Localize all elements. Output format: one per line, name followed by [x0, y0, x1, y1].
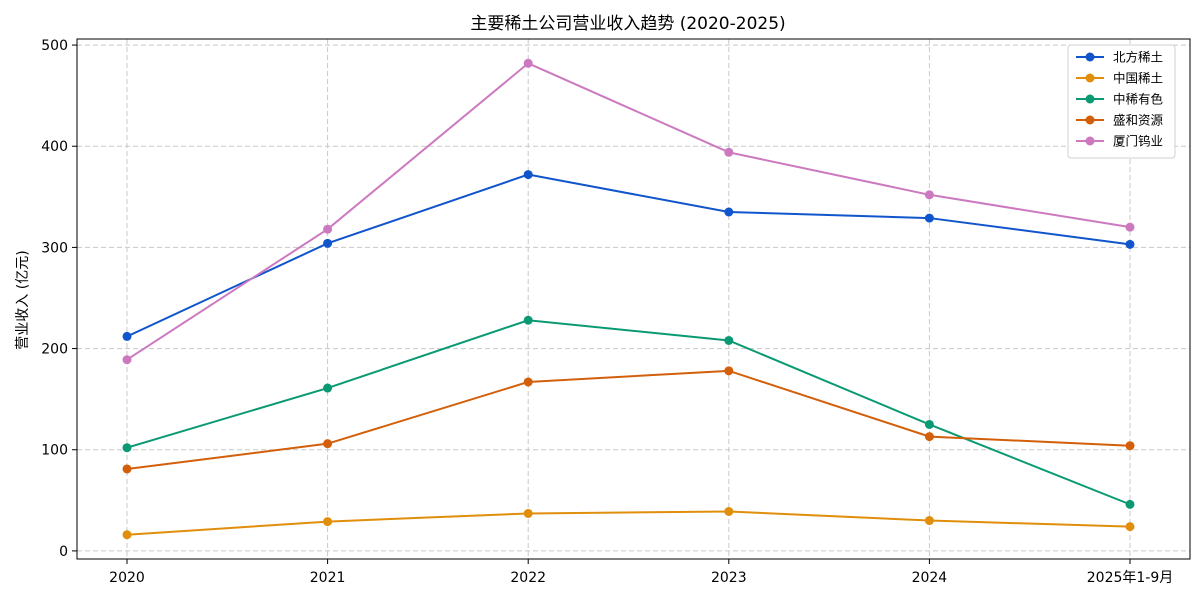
legend-label: 北方稀土 [1113, 50, 1163, 65]
plot-frame [76, 38, 1191, 560]
y-tick-label: 400 [41, 139, 68, 155]
legend-label: 中国稀土 [1113, 71, 1163, 86]
x-tick-label: 2022 [510, 570, 546, 586]
legend-item: 中稀有色 [1076, 92, 1164, 107]
series-group [122, 315, 1135, 509]
data-point [924, 190, 934, 200]
data-point [323, 383, 333, 393]
data-point [323, 224, 333, 234]
series-group [122, 170, 1135, 341]
data-point [1125, 522, 1135, 532]
y-tick-label: 300 [41, 240, 68, 256]
legend-swatch-marker [1085, 115, 1095, 125]
series-group [122, 506, 1135, 540]
y-tick-label: 0 [59, 544, 68, 560]
data-point [1125, 222, 1135, 232]
legend-item: 厦门钨业 [1076, 134, 1163, 149]
data-point [122, 331, 132, 341]
series-line [126, 510, 1131, 536]
axes-layer: 2020 2021 2022 2023 2024 2025年1-9月 0 100 200 300 4… [41, 38, 1191, 586]
data-point [523, 508, 533, 518]
x-tick-label: 2020 [109, 570, 145, 586]
x-tick-label: 2025年1-9月 [1087, 570, 1174, 586]
data-point [323, 517, 333, 527]
data-point [924, 419, 934, 429]
data-point [122, 530, 132, 540]
data-point [724, 335, 734, 345]
data-point [1125, 499, 1135, 509]
data-point [122, 443, 132, 453]
data-point [724, 147, 734, 157]
data-point [1125, 239, 1135, 249]
legend-swatch-marker [1085, 52, 1095, 62]
y-axis-label: 营业收入 (亿元) [15, 250, 31, 349]
x-tick-label: 2024 [912, 570, 948, 586]
data-point [523, 315, 533, 325]
data-point [724, 506, 734, 516]
series-group [122, 366, 1135, 474]
legend-box [1067, 44, 1176, 159]
legend-item: 北方稀土 [1076, 50, 1163, 65]
data-point [724, 366, 734, 376]
data-point [523, 170, 533, 180]
series-layer [122, 58, 1135, 540]
legend-item: 盛和资源 [1076, 113, 1164, 128]
legend-label: 中稀有色 [1113, 92, 1164, 107]
data-point [724, 207, 734, 217]
data-point [323, 238, 333, 248]
data-point [924, 516, 934, 526]
y-tick-label: 100 [41, 443, 68, 459]
y-tick-label: 500 [41, 38, 68, 54]
x-tick-label: 2023 [711, 570, 747, 586]
series-group [122, 58, 1135, 365]
series-line [126, 62, 1131, 361]
series-line [126, 319, 1131, 506]
data-point [1125, 441, 1135, 451]
legend-swatch-marker [1085, 94, 1095, 104]
legend-item: 中国稀土 [1076, 71, 1163, 86]
data-point [924, 213, 934, 223]
chart-title: 主要稀土公司营业收入趋势 (2020-2025) [470, 14, 785, 34]
data-point [122, 355, 132, 365]
series-line [126, 369, 1131, 470]
data-point [122, 464, 132, 474]
data-point [523, 377, 533, 387]
legend-swatch-marker [1085, 73, 1095, 83]
x-tick-label: 2021 [310, 570, 346, 586]
series-line [126, 173, 1131, 338]
y-tick-label: 200 [41, 342, 68, 358]
data-point [323, 439, 333, 449]
grid-layer [77, 39, 1190, 559]
legend-label: 盛和资源 [1113, 113, 1164, 128]
data-point [924, 432, 934, 442]
legend-swatch-marker [1085, 136, 1095, 146]
legend-label: 厦门钨业 [1113, 134, 1163, 149]
data-point [523, 58, 533, 68]
